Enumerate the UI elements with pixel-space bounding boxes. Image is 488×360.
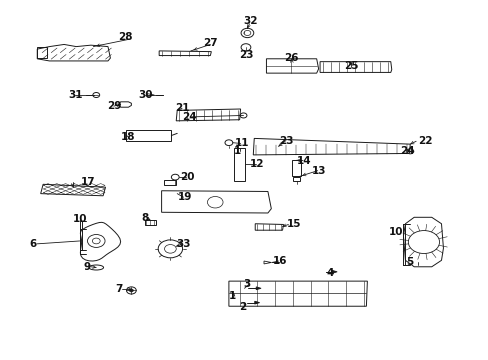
Text: 7: 7: [115, 284, 122, 294]
Text: 24: 24: [182, 112, 197, 122]
Text: 31: 31: [68, 90, 82, 100]
Text: 20: 20: [180, 172, 194, 182]
Text: 8: 8: [141, 213, 148, 223]
Text: 26: 26: [284, 53, 299, 63]
Text: 15: 15: [286, 220, 300, 229]
Text: 29: 29: [107, 101, 121, 111]
Circle shape: [129, 289, 133, 292]
Text: 17: 17: [81, 177, 96, 187]
Text: 23: 23: [279, 136, 293, 145]
Text: 18: 18: [121, 132, 135, 142]
Text: 27: 27: [203, 38, 217, 48]
Text: 5: 5: [406, 257, 413, 267]
Text: 11: 11: [234, 139, 249, 148]
Text: 14: 14: [297, 156, 311, 166]
Text: 30: 30: [138, 90, 152, 100]
Polygon shape: [256, 287, 261, 290]
Text: 24: 24: [400, 145, 414, 156]
Text: 6: 6: [29, 239, 36, 249]
Text: 21: 21: [175, 103, 189, 113]
Text: 33: 33: [176, 239, 190, 249]
Text: 2: 2: [238, 302, 245, 312]
Text: 12: 12: [249, 159, 264, 169]
Text: 19: 19: [177, 192, 192, 202]
Text: 10: 10: [73, 215, 87, 224]
Text: 23: 23: [238, 50, 253, 60]
Text: 1: 1: [228, 291, 236, 301]
Text: 22: 22: [417, 136, 432, 146]
Text: 9: 9: [83, 262, 91, 272]
Text: 1: 1: [233, 145, 241, 156]
Polygon shape: [254, 301, 259, 304]
Text: 13: 13: [311, 166, 325, 176]
Text: 3: 3: [243, 279, 250, 289]
Text: 25: 25: [344, 61, 358, 71]
Text: 4: 4: [326, 267, 333, 278]
Text: 28: 28: [118, 32, 132, 41]
Text: 16: 16: [272, 256, 286, 266]
Text: 10: 10: [387, 227, 402, 237]
Polygon shape: [331, 270, 336, 273]
Text: 32: 32: [243, 17, 257, 27]
